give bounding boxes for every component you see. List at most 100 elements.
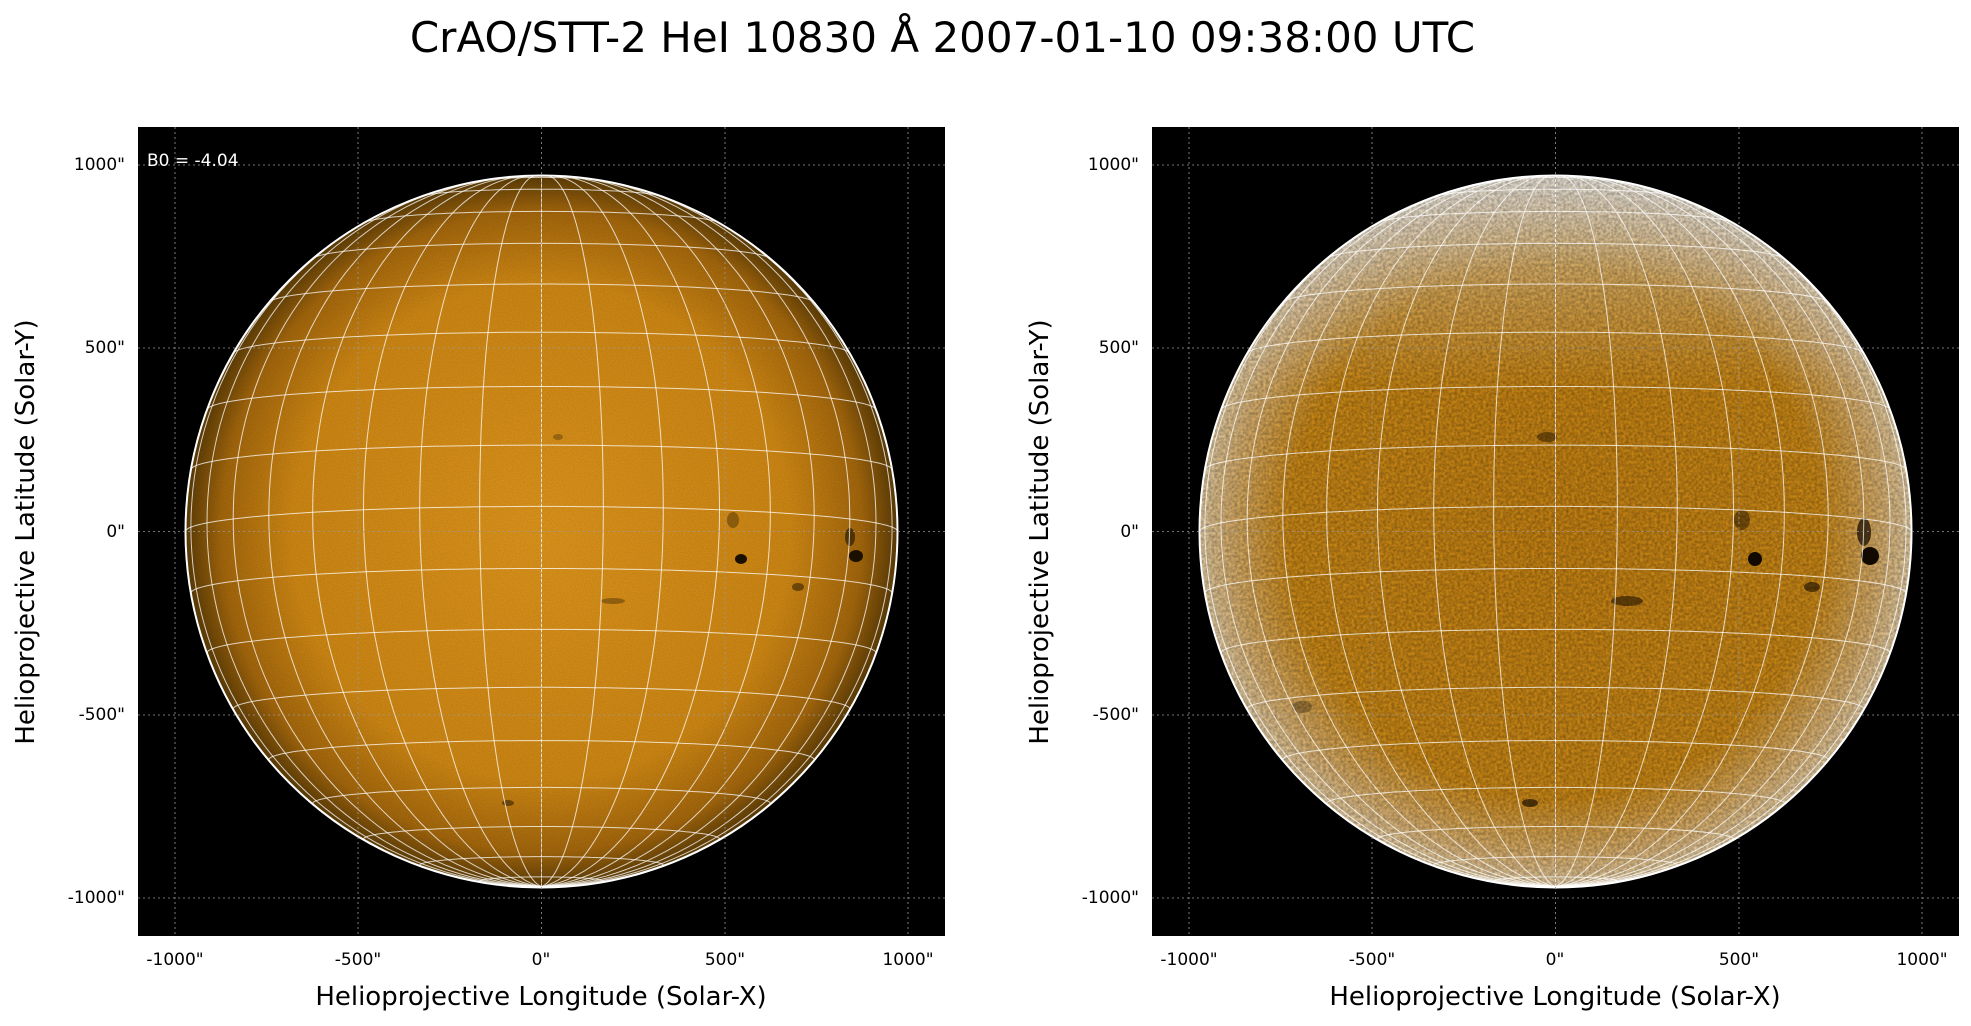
meridian-line [1555, 175, 1678, 888]
left-heliographic-grid [185, 175, 898, 888]
parallel-line [419, 856, 664, 868]
left-ytick: -1000" [67, 888, 125, 908]
parallel-line [1436, 188, 1675, 197]
right-map-background [1152, 127, 1959, 936]
parallel-line [362, 826, 721, 841]
meridian-line [1376, 175, 1556, 888]
meridian-line [1199, 531, 1556, 888]
parallel-line [484, 176, 599, 181]
parallel-line [190, 444, 893, 470]
left-b0-annotation: B0 = -4.04 [147, 151, 239, 171]
meridian-line [1555, 175, 1735, 888]
meridian-line [1555, 177, 1829, 888]
parallel-line [233, 331, 850, 353]
meridian-line [312, 175, 542, 888]
plage [1734, 510, 1750, 530]
left-solar-map [138, 127, 945, 936]
parallel-line [1220, 628, 1891, 654]
right-solar-disk [1199, 175, 1912, 888]
meridian-line [1555, 175, 1785, 888]
right-solar-map [1152, 127, 1959, 936]
meridian-line [541, 179, 851, 888]
left-xtick: 1000" [882, 950, 934, 970]
figure-title: CrAO/STT-2 HeI 10830 Å 2007-01-10 09:38:… [409, 13, 1476, 62]
sunspot [792, 583, 804, 591]
plage [1292, 701, 1312, 713]
parallel-line [1247, 331, 1864, 353]
meridian-line [1555, 179, 1865, 888]
left-solar-disk [185, 175, 898, 888]
left-x-axis-label: Helioprojective Longitude (Solar-X) [315, 982, 767, 1012]
parallel-line [185, 505, 898, 532]
meridian-line [541, 177, 815, 888]
left-y-axis-label: Helioprojective Latitude (Solar-Y) [11, 319, 41, 745]
meridian-line [541, 181, 877, 888]
parallel-line [1283, 283, 1828, 303]
meridian-line [541, 175, 721, 888]
right-ytick: 500" [1098, 338, 1139, 358]
parallel-line [1433, 856, 1678, 868]
right-xtick: 1000" [1896, 950, 1948, 970]
meridian-line [190, 204, 542, 888]
right-ytick: -1000" [1081, 888, 1139, 908]
sunspot [1857, 518, 1871, 546]
parallel-line [1204, 444, 1907, 470]
parallel-line [1326, 786, 1785, 805]
meridian-line [1282, 177, 1556, 888]
parallel-line [1282, 740, 1829, 761]
parallel-line [1327, 242, 1784, 259]
left-sunspots [502, 434, 863, 806]
sunspot [1861, 547, 1879, 565]
meridian-line [1433, 175, 1556, 888]
parallel-line [422, 188, 661, 197]
meridian-line [1555, 204, 1907, 888]
right-sunspots [1292, 432, 1879, 807]
meridian-line [541, 175, 664, 888]
sunspot [1804, 582, 1820, 592]
left-xtick: 500" [704, 950, 746, 970]
left-ytick: -500" [78, 705, 125, 725]
left-ytick: 0" [106, 522, 125, 542]
parallel-line [479, 876, 604, 883]
right-xtick: -1000" [1160, 950, 1218, 970]
parallel-line [232, 686, 851, 710]
parallel-line [1379, 210, 1732, 223]
left-dotted-gridlines [138, 127, 945, 936]
parallel-line [1246, 686, 1865, 710]
sunspot [735, 554, 747, 564]
right-ytick: 0" [1120, 522, 1139, 542]
meridian-line [185, 531, 542, 888]
meridian-line [206, 181, 542, 888]
meridian-line [541, 175, 771, 888]
parallel-line [1493, 876, 1618, 883]
meridian-line [541, 204, 893, 888]
right-y-axis-label: Helioprojective Latitude (Solar-Y) [1025, 319, 1055, 745]
right-xtick: 500" [1718, 950, 1760, 970]
left-xtick: 0" [531, 950, 551, 970]
right-xtick: 0" [1545, 950, 1565, 970]
right-heliographic-grid [1199, 175, 1912, 888]
filament [601, 598, 625, 604]
right-dotted-gridlines [1152, 127, 1959, 936]
parallel-line [1204, 568, 1907, 594]
sunspot [1748, 552, 1762, 566]
left-xtick: -1000" [146, 950, 204, 970]
left-ytick: 1000" [73, 155, 125, 175]
right-limb-outline [1198, 174, 1913, 889]
meridian-line [232, 179, 542, 888]
meridian-line [1220, 181, 1556, 888]
plage [727, 512, 739, 528]
left-limb-outline [184, 174, 899, 889]
sunspot [845, 528, 855, 546]
meridian-line [1246, 179, 1556, 888]
meridian-line [541, 175, 604, 888]
meridian-line [1555, 181, 1891, 888]
parallel-line [312, 786, 771, 805]
right-xtick: -500" [1348, 950, 1396, 970]
parallel-line [1199, 505, 1912, 532]
meridian-line [1493, 175, 1556, 888]
left-xtick: -500" [334, 950, 382, 970]
parallel-line [269, 283, 814, 303]
meridian-line [268, 177, 542, 888]
